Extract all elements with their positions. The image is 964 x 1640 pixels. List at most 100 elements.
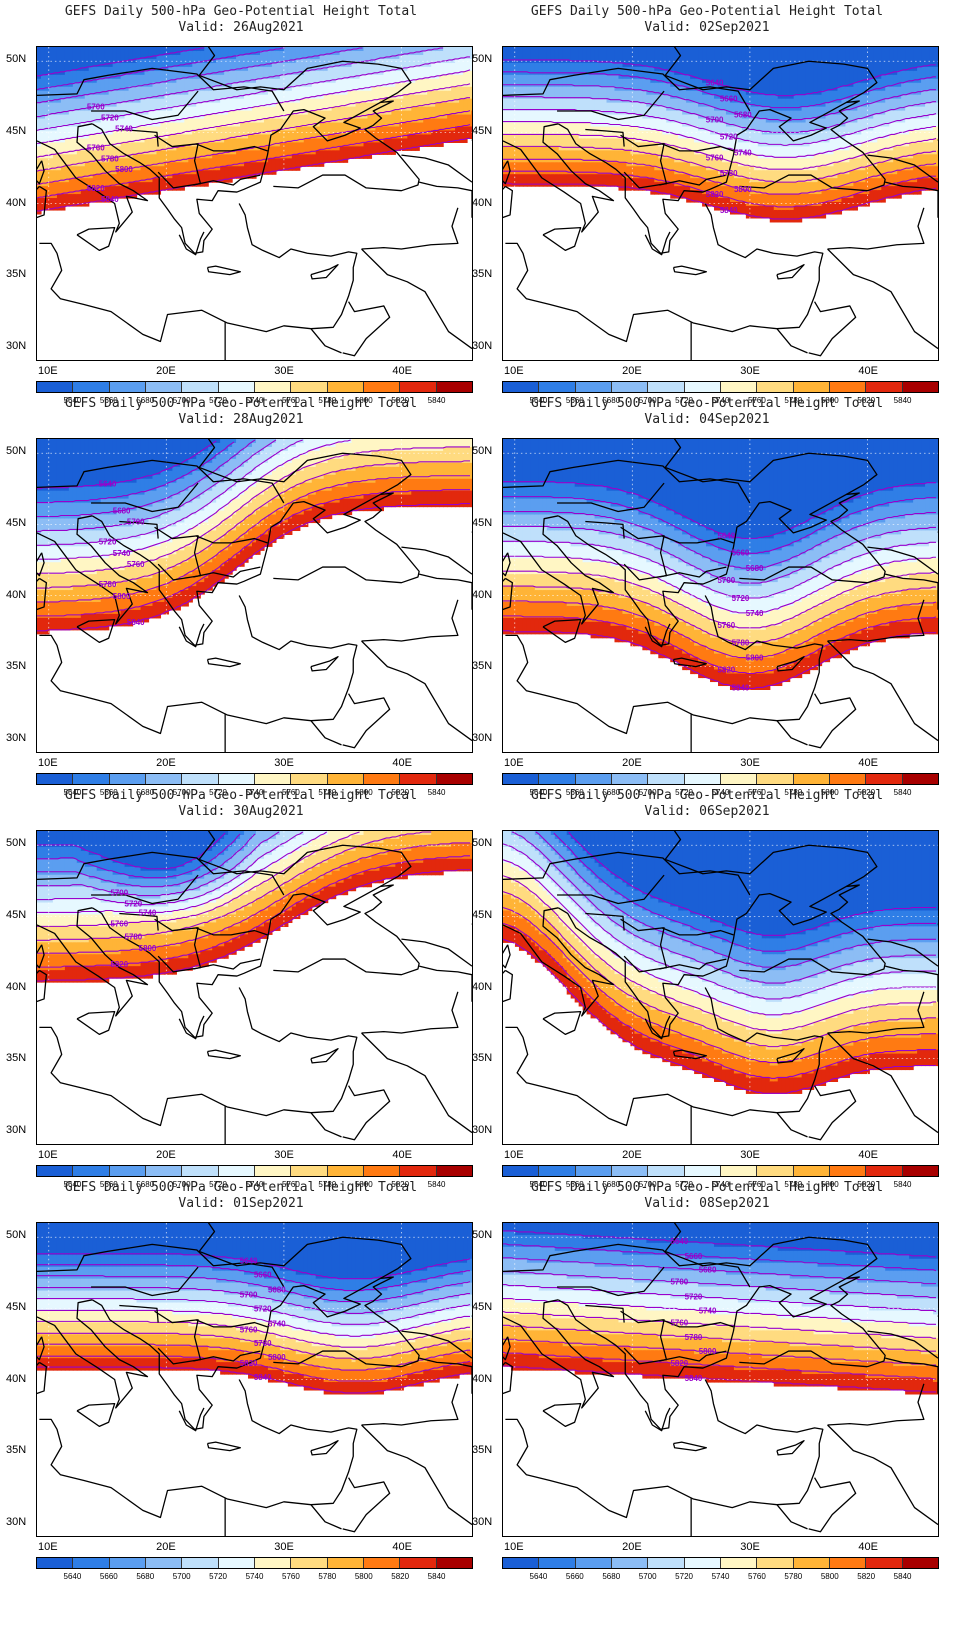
panel-valid-date: Valid: 30Aug2021: [178, 804, 304, 819]
colorbar-level-label: 5820: [391, 788, 410, 797]
colorbar-level-label: 5700: [172, 788, 191, 797]
colorbar-level-label: 5820: [857, 396, 876, 405]
colorbar-swatch: [436, 1558, 472, 1568]
graticule: [503, 47, 938, 360]
colorbar-swatch: [575, 774, 612, 784]
colorbar-level-label: 5660: [565, 1572, 584, 1581]
latitude-label: 45N: [6, 124, 27, 137]
longitude-label: 20E: [622, 757, 642, 769]
colorbar-swatch: [720, 1558, 758, 1568]
contour-label: 5820: [671, 1359, 689, 1368]
coastlines-borders: [503, 47, 938, 360]
panel-valid-date: Valid: 08Sep2021: [644, 1196, 770, 1211]
contour-labels: 5640 5660 5680 5700 5720 5740 5760 5780 5800 5820…: [706, 79, 752, 215]
colorbar-level-label: 5640: [529, 1572, 548, 1581]
colorbar-level-label: 5840: [427, 396, 446, 405]
colorbar-swatch: [503, 1558, 540, 1568]
forecast-panel: GEFS Daily 500-hPa Geo-Potential Height …: [0, 1176, 482, 1586]
colorbar-swatch: [611, 382, 649, 392]
colorbar-swatch: [866, 1166, 903, 1176]
contour-label: 5840: [732, 683, 750, 692]
latitude-label: 50N: [472, 445, 493, 458]
contour-label: 5660: [732, 548, 750, 557]
longitude-label: 10E: [504, 1541, 524, 1553]
contour-label: 5840: [254, 1373, 272, 1382]
colorbar-swatch: [902, 382, 938, 392]
contour-label: 5700: [671, 1278, 689, 1287]
panel-valid-date: Valid: 01Sep2021: [178, 1196, 304, 1211]
contour-label: 5780: [720, 169, 738, 178]
height-band-fill: [37, 47, 472, 215]
colorbar-swatch: [218, 382, 255, 392]
colorbar-swatch: [218, 774, 255, 784]
latitude-label: 40N: [472, 196, 493, 209]
longitude-label: 20E: [156, 757, 176, 769]
colorbar-level-label: 5780: [318, 396, 337, 405]
colorbar-swatch: [291, 1558, 328, 1568]
colorbar-level-label: 5820: [391, 396, 410, 405]
colorbar-swatch: [684, 774, 721, 784]
longitude-label: 30E: [740, 365, 760, 377]
colorbar-level-label: 5800: [354, 396, 373, 405]
colorbar-swatch: [73, 1558, 110, 1568]
forecast-panel: GEFS Daily 500-hPa Geo-Potential Height …: [466, 1176, 948, 1586]
colorbar-level-label: 5780: [784, 1572, 803, 1581]
colorbar-level-label: 5680: [136, 788, 155, 797]
latitude-label: 35N: [472, 268, 493, 281]
colorbar-level-label: 5700: [638, 1180, 657, 1189]
height-band-fill: [503, 1223, 938, 1395]
latitude-label: 40N: [6, 196, 27, 209]
map-frame: 5640 5680 5700 5720 5740 5760 5780 5800 5840: [36, 438, 473, 753]
colorbar-level-label: 5720: [675, 396, 693, 405]
colorbar-level-label: 5760: [748, 396, 766, 405]
colorbar-level-label: 5720: [209, 788, 227, 797]
colorbar-swatch: [73, 1166, 110, 1176]
longitude-label: 30E: [740, 1149, 760, 1161]
contour-label: 5680: [734, 111, 752, 120]
colorbar-swatch: [539, 1558, 576, 1568]
colorbar-level-label: 5640: [63, 1180, 82, 1189]
colorbar-swatch: [109, 1166, 146, 1176]
latitude-label: 35N: [6, 1444, 27, 1457]
graticule: [37, 439, 472, 752]
colorbar-level-label: 5720: [675, 788, 693, 797]
latitude-label: 30N: [472, 1515, 493, 1528]
colorbar-swatch: [73, 382, 110, 392]
colorbar-swatch: [611, 774, 649, 784]
colorbar-swatch: [218, 1558, 255, 1568]
colorbar-swatch: [109, 382, 146, 392]
contour-label: 5760: [718, 621, 736, 630]
colorbar-level-label: 5780: [784, 1180, 803, 1189]
colorbar-swatch: [575, 382, 612, 392]
contour-label: 5780: [99, 580, 117, 589]
contour-label: 5640: [99, 480, 117, 489]
contour-label: 5740: [113, 549, 131, 558]
longitude-label: 10E: [38, 365, 58, 377]
latitude-label: 30N: [6, 731, 27, 744]
colorbar-swatch: [648, 1558, 685, 1568]
colorbar-swatch: [793, 1558, 830, 1568]
colorbar-swatch: [575, 1558, 612, 1568]
contour-label: 5680: [746, 564, 764, 573]
panel-title: GEFS Daily 500-hPa Geo-Potential Height …: [64, 1180, 418, 1195]
colorbar-swatch: [866, 774, 903, 784]
longitude-label: 20E: [156, 1149, 176, 1161]
colorbar-level-label: 5660: [99, 788, 118, 797]
longitude-label: 30E: [740, 757, 760, 769]
colorbar-level-label: 5840: [893, 396, 912, 405]
colorbar-level-label: 5840: [427, 788, 446, 797]
colorbar-level-label: 5660: [99, 1180, 118, 1189]
contour-label: 5760: [671, 1318, 689, 1327]
contour-label: 5780: [732, 639, 750, 648]
latitude-label: 30N: [6, 339, 27, 352]
colorbar-level-label: 5760: [282, 788, 300, 797]
contour-label: 5740: [746, 609, 764, 618]
colorbar-swatch: [291, 774, 328, 784]
colorbar-level-label: 5840: [893, 1180, 912, 1189]
contour-label: 5700: [240, 1291, 258, 1300]
longitude-label: 40E: [858, 757, 878, 769]
panel-valid-date: Valid: 26Aug2021: [178, 20, 304, 35]
colorbar-level-label: 5700: [172, 396, 191, 405]
colorbar-swatch: [757, 1166, 794, 1176]
longitude-label: 20E: [156, 365, 176, 377]
